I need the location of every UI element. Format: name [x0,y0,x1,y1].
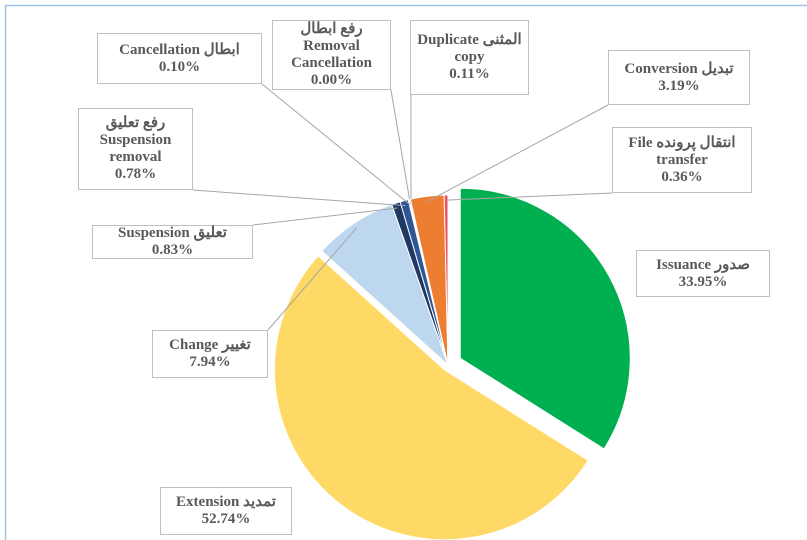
label-category: انتقال پرونده File transfer [628,134,736,168]
label-category: تعلیق Suspension [118,225,227,241]
data-label: صدور Issuance 33.95% [636,250,770,297]
label-value: 3.19% [658,77,700,94]
data-label: تبدیل Conversion 3.19% [608,50,750,105]
pie-slice [459,187,631,450]
label-category: صدور Issuance [656,256,750,273]
label-value: 0.83% [151,242,194,258]
label-value: 7.94% [189,354,231,370]
label-value: 33.95% [678,273,728,290]
label-category: تبدیل Conversion [624,60,734,77]
frame [4,4,807,540]
label-category: ابطال Cancellation [119,41,240,58]
label-category: رفع تعلیق Suspension removal [99,115,172,165]
data-label: انتقال پرونده File transfer 0.36% [612,127,752,193]
label-category: رفع ابطال Removal Cancellation [291,21,372,71]
leader-line [267,227,358,331]
leader-line [390,89,411,205]
data-label: المثنی Duplicate copy 0.11% [410,20,529,95]
data-label: تعلیق Suspension 0.83% [92,225,253,259]
pie-slice [273,255,589,540]
leader-line [192,189,406,207]
data-label: تغییر Change 7.94% [152,330,268,378]
label-value: 0.00% [310,72,353,88]
label-value: 52.74% [201,511,251,527]
leader-line [252,207,398,226]
data-label: تمدید Extension 52.74% [160,487,292,535]
data-label: ابطال Cancellation 0.10% [97,33,262,84]
leader-line [427,104,609,202]
label-category: تغییر Change [169,337,251,353]
data-label: رفع تعلیق Suspension removal 0.78% [78,108,193,190]
leader-line [261,83,411,205]
data-label: رفع ابطال Removal Cancellation 0.00% [272,20,391,90]
label-value: 0.11% [449,66,490,82]
pie-slice [443,194,449,366]
label-category: تمدید Extension [176,494,276,510]
label-value: 0.78% [114,166,157,182]
label-category: المثنی Duplicate copy [417,32,522,65]
leader-line [446,192,613,201]
label-value: 0.36% [661,168,703,185]
label-value: 0.10% [158,58,201,75]
